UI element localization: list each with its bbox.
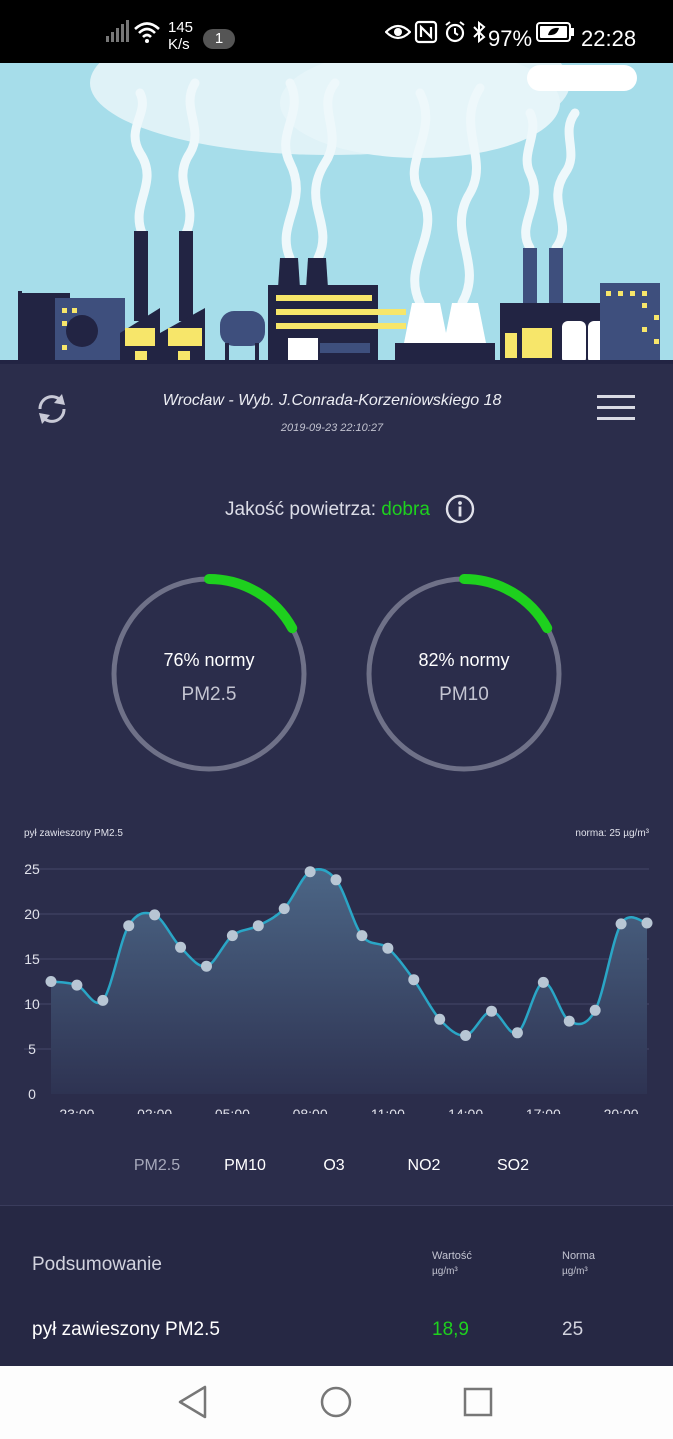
data-point (252, 920, 264, 932)
data-point (589, 1004, 601, 1016)
pm10-percent: 82% normy (418, 650, 510, 670)
data-point (123, 920, 135, 932)
measurement-timestamp: 2019-09-23 22:10:27 (280, 422, 384, 434)
station-location: Wrocław - Wyb. J.Conrada-Korzeniowskiego… (162, 392, 502, 409)
data-point (226, 930, 238, 942)
chart-norm-label: norma: 25 µg/m³ (575, 828, 649, 839)
air-quality-label: Jakość powietrza: (225, 499, 377, 520)
divider (0, 1205, 673, 1206)
tab-pm10[interactable]: PM10 (224, 1157, 266, 1174)
norm-column-unit: µg/m³ (562, 1266, 588, 1277)
summary-row-value: 18,9 (432, 1319, 469, 1340)
data-point (71, 979, 83, 991)
air-quality-value: dobra (381, 499, 430, 520)
summary-row-norm: 25 (562, 1319, 584, 1340)
data-point (149, 909, 161, 921)
data-point (200, 960, 212, 972)
network-speed-unit: K/s (168, 36, 190, 53)
y-tick-label: 25 (24, 861, 40, 877)
data-point (641, 917, 653, 929)
data-point (511, 1027, 523, 1039)
data-point (537, 976, 549, 988)
pm25-chart[interactable]: 0 5 10 15 20 25 23:00 02:00 05:00 08:00 11:00 14:00… (0, 844, 673, 1122)
tab-pm25[interactable]: PM2.5 (133, 1157, 181, 1174)
summary-title: Podsumowanie (32, 1254, 162, 1275)
refresh-icon[interactable] (32, 389, 72, 429)
network-speed: 145 K/s (168, 19, 193, 53)
nfc-icon (414, 0, 438, 63)
y-tick-label: 0 (28, 1086, 36, 1102)
x-tick-label: 14:00 (448, 1106, 483, 1114)
x-tick-label: 11:00 (371, 1106, 405, 1114)
data-point (408, 974, 420, 986)
pm10-label: PM10 (439, 684, 489, 705)
status-bar: 145 K/s 1 97% 22:28 (0, 0, 673, 63)
home-icon[interactable] (319, 1385, 353, 1424)
tab-so2[interactable]: SO2 (496, 1157, 530, 1174)
x-tick-label: 08:00 (293, 1106, 328, 1114)
air-quality-status: Jakość powietrza: dobra (225, 499, 430, 521)
x-tick-label: 23:00 (59, 1106, 94, 1114)
alarm-icon (443, 0, 467, 63)
eye-icon (385, 0, 411, 63)
summary-panel: Podsumowanie Wartość µg/m³ Norma µg/m³ p… (0, 1206, 673, 1366)
data-point (460, 1030, 472, 1041)
data-point (97, 994, 109, 1006)
data-point (486, 1005, 498, 1017)
tab-o3[interactable]: O3 (323, 1157, 345, 1174)
data-point (278, 903, 290, 915)
menu-icon[interactable] (597, 394, 635, 422)
back-icon[interactable] (176, 1384, 210, 1425)
gauge-progress-arc (459, 574, 553, 634)
recents-icon[interactable] (463, 1387, 493, 1422)
summary-row-name: pył zawieszony PM2.5 (32, 1319, 220, 1340)
x-tick-label: 20:00 (604, 1106, 639, 1114)
data-point (330, 874, 342, 886)
data-point (434, 1013, 446, 1025)
main-content: Wrocław - Wyb. J.Conrada-Korzeniowskiego… (0, 364, 673, 1366)
battery-icon (536, 0, 576, 63)
data-point (382, 942, 394, 954)
data-point (563, 1015, 575, 1027)
series-line (50, 868, 648, 1037)
chart-area (51, 869, 647, 1094)
factory-illustration (0, 63, 673, 364)
data-point (356, 930, 368, 942)
data-point (615, 918, 627, 930)
battery-percent: 97% (488, 26, 533, 51)
y-tick-label: 20 (24, 906, 40, 922)
y-tick-label: 5 (28, 1041, 36, 1057)
norm-column-header: Norma (562, 1250, 596, 1262)
x-tick-label: 02:00 (137, 1106, 172, 1114)
tab-no2[interactable]: NO2 (407, 1157, 441, 1174)
gauge-progress-arc (204, 574, 298, 634)
pm25-percent: 76% normy (163, 650, 255, 670)
clock: 22:28 (581, 26, 637, 51)
x-tick-label: 05:00 (215, 1106, 250, 1114)
y-tick-label: 10 (24, 996, 40, 1012)
y-tick-label: 15 (24, 951, 40, 967)
x-tick-label: 17:00 (526, 1106, 561, 1114)
pm25-label: PM2.5 (181, 684, 237, 705)
signal-icon (104, 0, 130, 63)
navigation-bar (0, 1366, 673, 1439)
value-column-header: Wartość (432, 1250, 472, 1262)
pm25-gauge[interactable] (109, 574, 309, 774)
network-speed-value: 145 (168, 19, 194, 36)
data-point (45, 976, 57, 987)
data-point (175, 941, 187, 953)
chart-title: pył zawieszony PM2.5 (24, 828, 123, 839)
notification-badge: 1 (203, 29, 235, 49)
value-column-unit: µg/m³ (432, 1266, 458, 1277)
wifi-icon (133, 0, 161, 63)
bluetooth-icon (471, 0, 487, 63)
data-point (304, 866, 316, 878)
pm10-gauge[interactable] (364, 574, 564, 774)
info-icon[interactable] (445, 494, 475, 524)
